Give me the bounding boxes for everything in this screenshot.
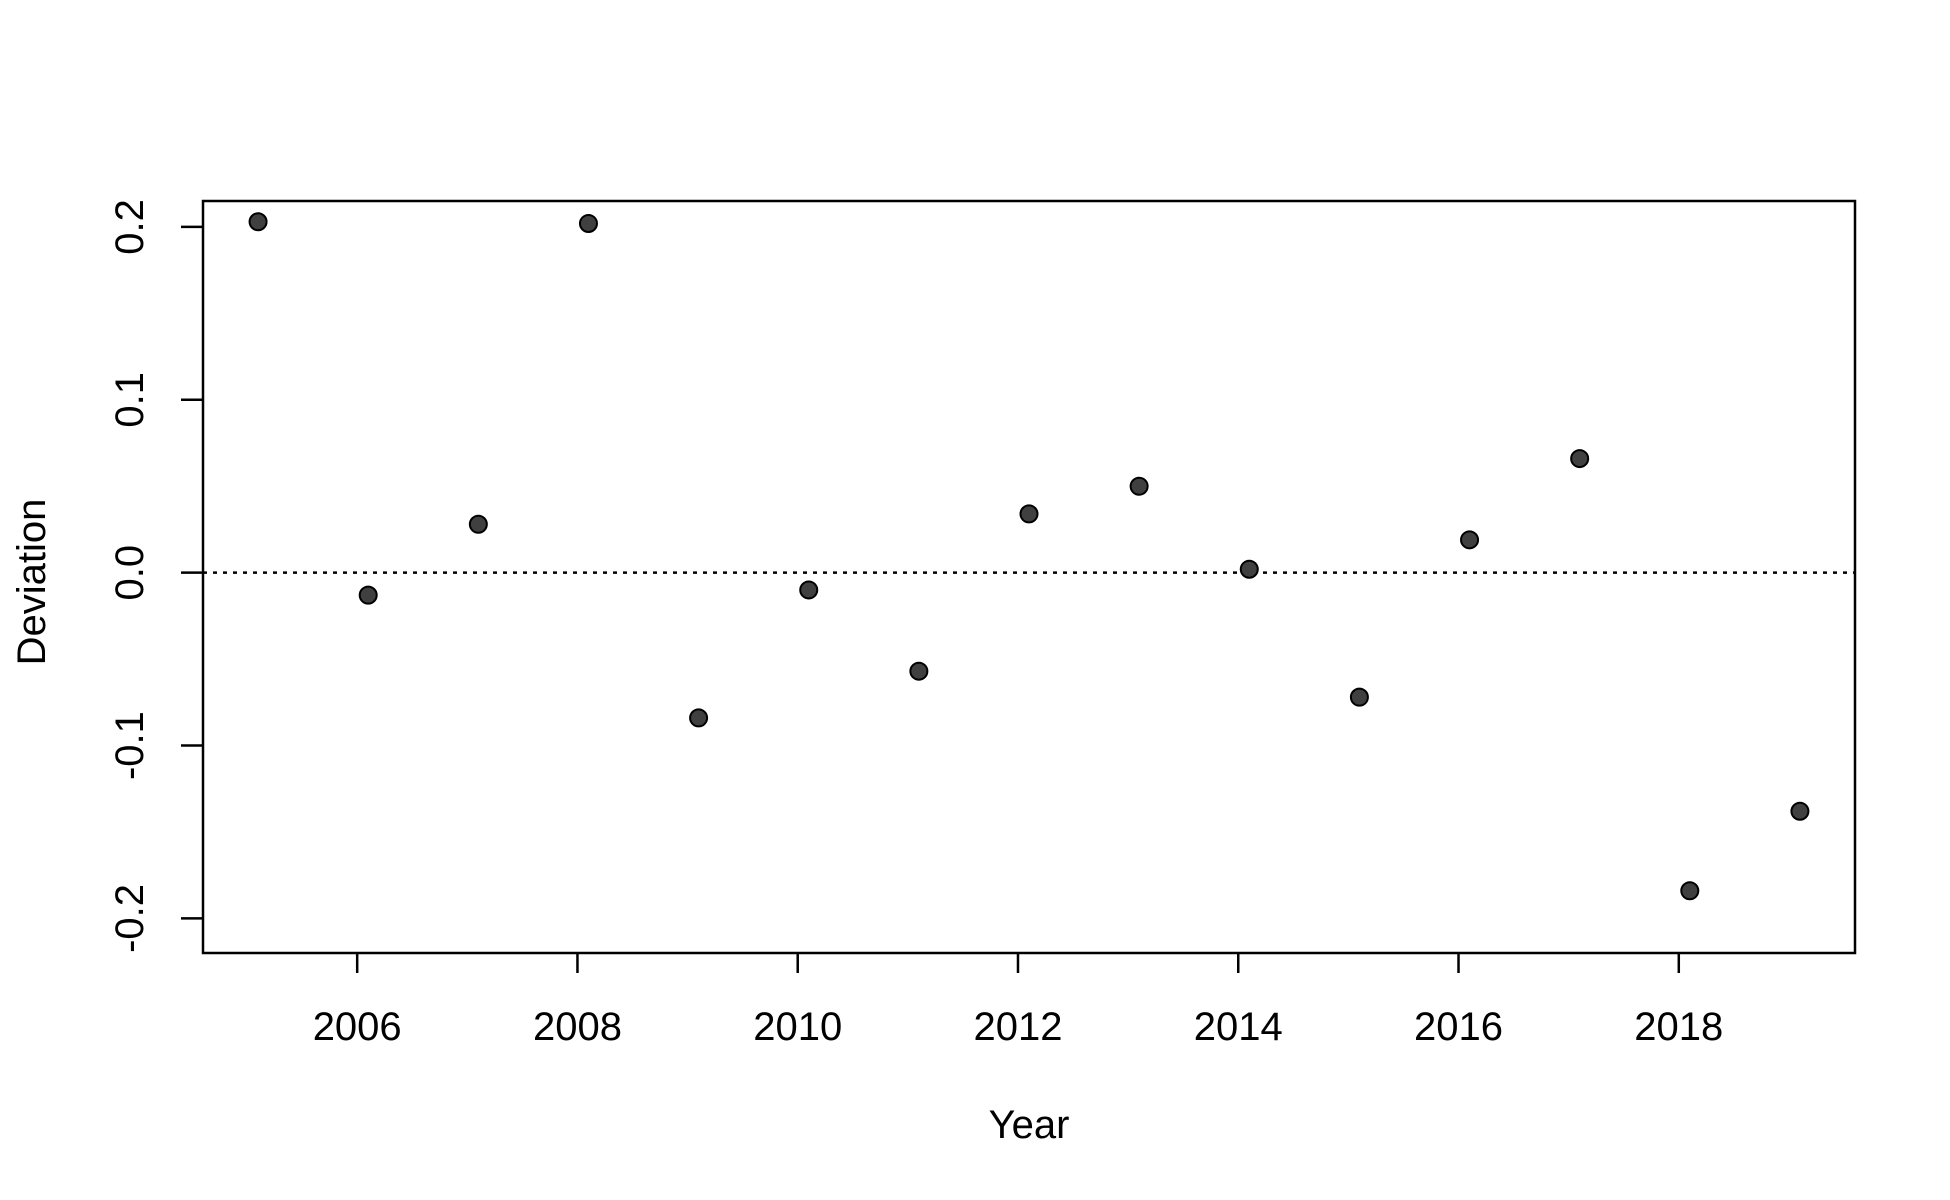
x-tick-label-2014: 2014 [1194, 1005, 1283, 1049]
y-tick-label-0p2: 0.2 [108, 199, 152, 255]
data-point-0-12 [1570, 449, 1590, 469]
data-point-0-9 [1239, 559, 1259, 579]
y-axis-title: Deviation [10, 499, 54, 666]
y-axis: -0.2 -0.1 0.0 0.1 0.2 [108, 199, 203, 953]
data-point-0-4 [689, 708, 709, 728]
data-point-0-1 [358, 585, 378, 605]
data-point-0-14 [1790, 801, 1810, 821]
y-tick-label-neg0p2: -0.2 [108, 884, 152, 953]
x-tick-label-2008: 2008 [533, 1005, 622, 1049]
x-tick-label-2018: 2018 [1634, 1005, 1723, 1049]
x-tick-label-2010: 2010 [753, 1005, 842, 1049]
y-tick-label-0p1: 0.1 [108, 372, 152, 428]
data-point-0-13 [1680, 881, 1700, 901]
points-layer [248, 212, 1810, 901]
data-point-0-11 [1460, 530, 1480, 550]
data-point-0-10 [1349, 687, 1369, 707]
x-axis-title: Year [989, 1103, 1070, 1147]
data-point-0-5 [799, 580, 819, 600]
x-tick-label-2016: 2016 [1414, 1005, 1503, 1049]
data-point-0-8 [1129, 476, 1149, 496]
y-tick-label-0: 0.0 [108, 545, 152, 601]
y-tick-label-neg0p1: -0.1 [108, 711, 152, 780]
x-tick-label-2006: 2006 [313, 1005, 402, 1049]
x-tick-label-2012: 2012 [973, 1005, 1062, 1049]
data-point-0-0 [248, 212, 268, 232]
x-axis: 2006 2008 2010 2012 2014 2016 2018 [313, 953, 1723, 1049]
plot-frame [201, 199, 1857, 955]
data-point-0-7 [1019, 504, 1039, 524]
data-point-0-2 [468, 514, 488, 534]
data-point-0-3 [578, 213, 598, 233]
data-point-0-6 [909, 661, 929, 681]
